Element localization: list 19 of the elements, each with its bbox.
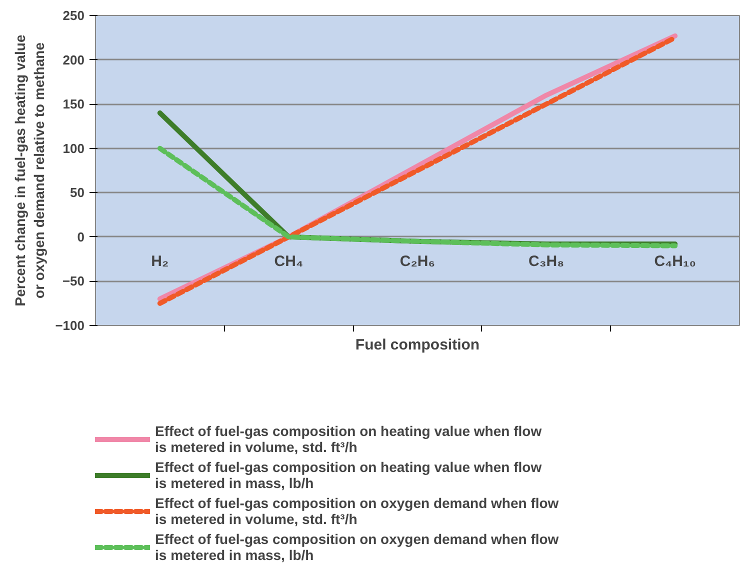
- legend-label: Effect of fuel-gas composition on heating value when flow is metered in mass, lb/h: [155, 459, 542, 491]
- y-tick-label: 200: [62, 52, 85, 68]
- y-tick-label: 100: [62, 140, 85, 156]
- legend-label: Effect of fuel-gas composition on heating value when flow is metered in volume, std. ft³/h: [155, 423, 542, 455]
- y-tick-label: −50: [62, 274, 85, 289]
- x-axis-title: Fuel composition: [355, 336, 480, 354]
- x-tick-label: H₂: [151, 252, 169, 270]
- legend-label: Effect of fuel-gas composition on oxygen demand when flow is metered in mass, lb/h: [155, 531, 559, 563]
- y-tick-label: 150: [62, 96, 85, 112]
- x-tick-label: C₂H₆: [400, 252, 436, 270]
- legend-label: Effect of fuel-gas composition on oxygen demand when flow is metered in volume, std. ft³/h: [155, 495, 559, 527]
- y-tick-label: −100: [55, 318, 85, 333]
- y-tick-label: 0: [77, 229, 85, 244]
- y-tick-label: 50: [70, 185, 85, 200]
- x-tick-label: C₃H₈: [528, 252, 564, 270]
- x-tick-label: C₄H₁₀: [654, 252, 696, 270]
- y-axis-title: Percent change in fuel-gas heating value or oxygen demand relative to methane: [12, 34, 48, 306]
- y-tick-label: 250: [62, 8, 85, 23]
- x-tick-label: CH₄: [274, 252, 304, 270]
